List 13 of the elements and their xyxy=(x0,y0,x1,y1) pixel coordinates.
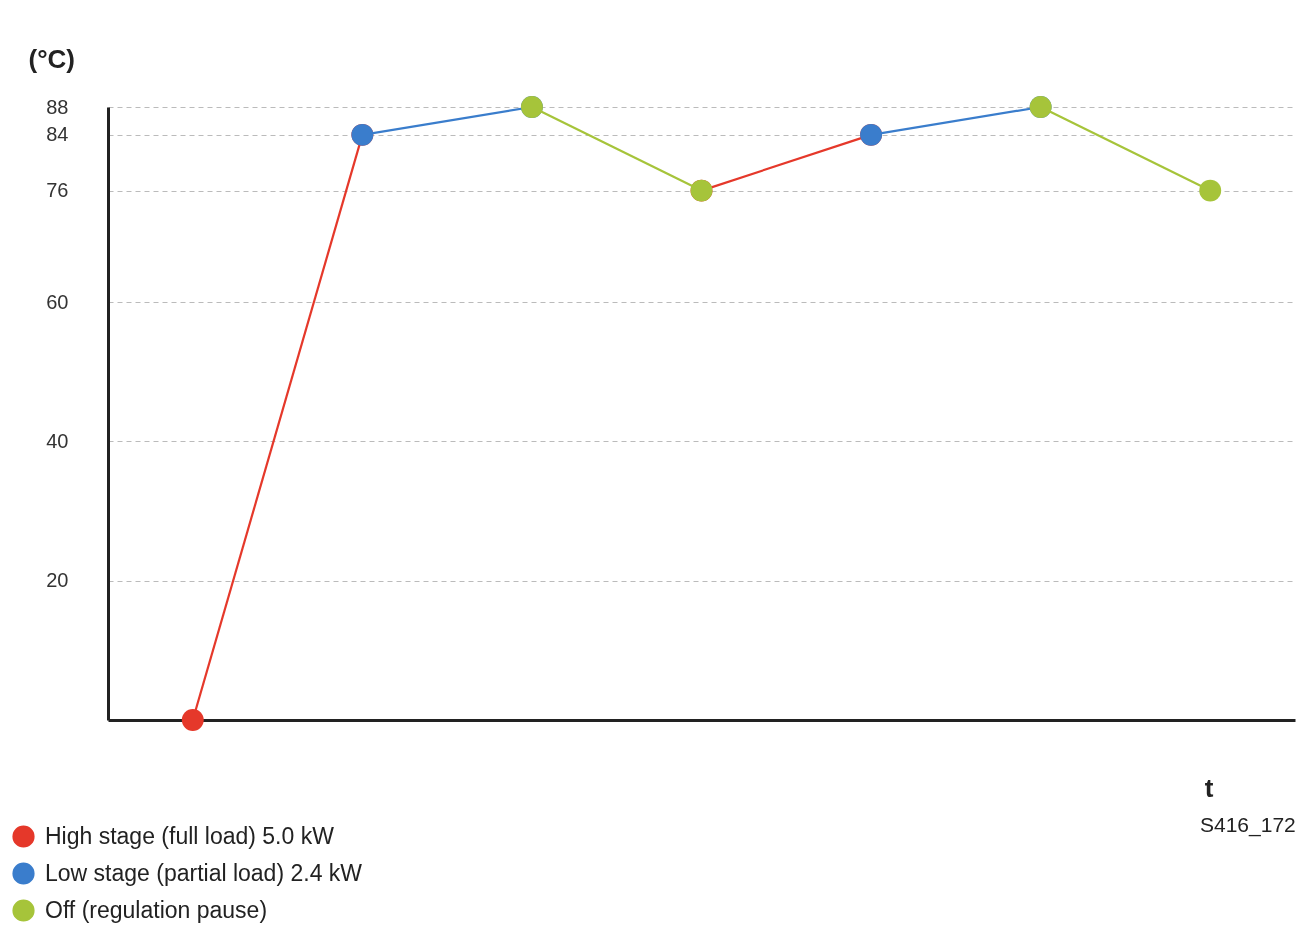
y-tick-label: 76 xyxy=(46,179,69,202)
y-tick-label: 40 xyxy=(46,429,69,452)
legend-label: Off (regulation pause) xyxy=(45,896,268,923)
y-tick-label: 84 xyxy=(46,123,69,146)
x-axis-title: t xyxy=(1204,772,1214,803)
legend-label: Low stage (partial load) 2.4 kW xyxy=(45,859,363,886)
legend-label: High stage (full load) 5.0 kW xyxy=(45,822,335,849)
y-tick-label: 88 xyxy=(46,95,69,118)
text: S416_172 xyxy=(1200,813,1296,837)
point xyxy=(1199,179,1222,202)
y-axis-title: (°C) xyxy=(28,43,75,74)
y-tick-label: 60 xyxy=(46,290,69,313)
y-tick-label: 20 xyxy=(46,569,69,592)
